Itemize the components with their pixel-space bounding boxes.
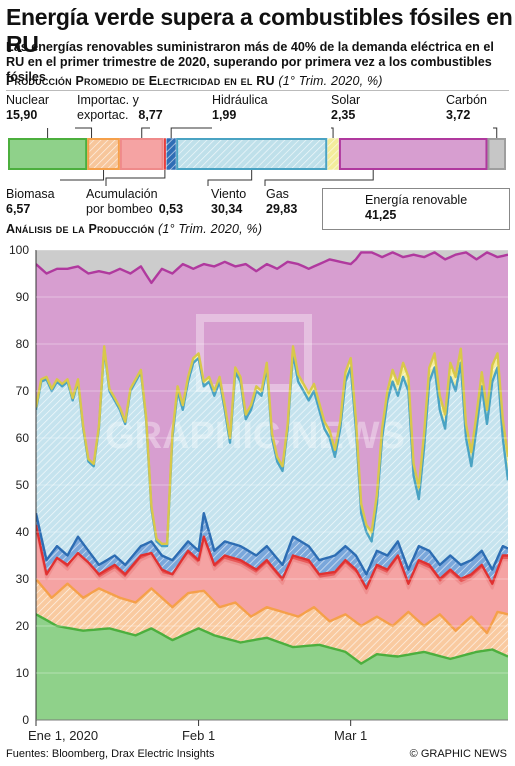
footer-source: Fuentes: Bloomberg, Drax Electric Insigh… (6, 748, 215, 760)
line-gas (36, 251, 508, 285)
label-acumulacion-name2: por bombeo (86, 202, 153, 216)
label-gas: Gas 29,83 (266, 187, 297, 217)
label-nuclear: Nuclear 15,90 (6, 93, 49, 123)
section-heading-analysis: Análisis de la Producción (1° Trim. 2020… (6, 222, 262, 236)
label-hidraulica: Hidráulica 1,99 (212, 93, 268, 123)
watermark-logo (196, 314, 312, 392)
label-acumulacion: Acumulación por bombeo 0,53 (86, 187, 183, 217)
page-title: Energía verde supera a combustibles fósi… (6, 4, 513, 57)
label-hidraulica-value: 1,99 (212, 108, 237, 122)
label-importac-name2: exportac. (77, 108, 129, 122)
leader-gas (264, 170, 374, 186)
footer-credit: © GRAPHIC NEWS (409, 748, 507, 760)
chart-axes: 0 10 20 30 40 50 60 70 80 90 100 Ene 1, 2020 Feb 1 Ma… (9, 243, 508, 743)
label-acumulacion-name1: Acumulación (86, 187, 158, 201)
line-solar (36, 345, 508, 545)
mix-leader-lines (47, 127, 498, 186)
label-biomasa-value: 6,57 (6, 202, 31, 216)
label-solar: Solar 2,35 (331, 93, 360, 123)
leader-importac (141, 127, 150, 138)
y-tick-label-50: 50 (16, 478, 30, 492)
label-carbon: Carbón 3,72 (446, 93, 487, 123)
leader-solar (331, 127, 334, 138)
mix-hatch-viento (176, 138, 328, 170)
label-gas-name: Gas (266, 187, 289, 201)
mix-hatch-hidraulica (166, 138, 177, 170)
label-biomasa-name: Biomasa (6, 187, 55, 201)
mix-segment-importac-y-exportac (119, 137, 164, 171)
leader-biomasa-top (75, 127, 93, 138)
mix-border-carbon (487, 138, 506, 170)
section-heading-analysis-text: Análisis de la Producción (6, 222, 155, 236)
area-nuclear (36, 614, 508, 720)
leader-viento (207, 170, 253, 186)
mix-segment-carbon (487, 137, 507, 171)
label-hidraulica-name: Hidráulica (212, 93, 268, 107)
y-tick-label-0: 0 (22, 713, 29, 727)
x-tick-label-61: Mar 1 (334, 728, 367, 743)
renewable-legend-value: 41,25 (365, 208, 397, 222)
y-tick-label-60: 60 (16, 431, 30, 445)
line-biomasa (36, 578, 508, 635)
y-tick-label-70: 70 (16, 384, 30, 398)
leader-carbon (493, 127, 498, 138)
mix-border-gas (338, 138, 488, 170)
label-solar-name: Solar (331, 93, 361, 107)
y-tick-label-20: 20 (16, 619, 30, 633)
line-importac-y-exportac (36, 527, 508, 595)
label-importac-name1: Importac. y (77, 93, 139, 107)
label-biomasa: Biomasa 6,57 (6, 187, 55, 217)
section-heading-mix-text: Producción Promedio de Electricidad en e… (6, 74, 275, 88)
y-tick-label-40: 40 (16, 525, 30, 539)
hatch-biomasa (36, 579, 508, 664)
leader-hidraulica (170, 127, 212, 138)
label-importac-value: 8,77 (138, 108, 163, 122)
renewable-legend-name: Energía renovable (365, 193, 468, 207)
mix-hatch-solar (327, 138, 339, 170)
x-tick-label-32: Feb 1 (182, 728, 215, 743)
label-gas-value: 29,83 (266, 202, 298, 216)
mix-border-viento (176, 138, 328, 170)
watermark-text: GRAPHIC NEWS (105, 415, 405, 457)
renewable-legend-text: Energía renovable 41,25 (365, 193, 467, 223)
label-carbon-name: Carbón (446, 93, 487, 107)
page-subtitle: Las energías renovables suministraron má… (6, 40, 494, 84)
y-tick-label-100: 100 (9, 243, 29, 257)
section-rule (6, 90, 509, 91)
label-solar-value: 2,35 (331, 108, 356, 122)
line-nuclear (36, 613, 508, 665)
renewable-legend: Energía renovable 41,25 (322, 188, 510, 230)
label-nuclear-name: Nuclear (6, 93, 50, 107)
renewable-hatch-swatch (329, 196, 357, 222)
mix-segment-nuclear (7, 137, 88, 171)
line-hidraulica (36, 512, 508, 576)
mix-border-nuclear (8, 138, 88, 170)
mix-hatch-biomasa (87, 138, 120, 170)
y-tick-label-10: 10 (16, 666, 30, 680)
label-carbon-value: 3,72 (446, 108, 471, 122)
mix-segment-gas (338, 137, 488, 171)
section-heading-analysis-note: (1° Trim. 2020, %) (157, 222, 263, 236)
section-heading-mix: Producción Promedio de Electricidad en e… (6, 74, 383, 88)
label-viento: Viento 30,34 (211, 187, 246, 217)
hatch-viento (36, 348, 508, 575)
leader-biomasa (60, 170, 105, 181)
line-acumulacion-por-bombeo (36, 524, 508, 590)
leader-acumulacion (105, 170, 166, 186)
mix-border-biomasa (87, 138, 120, 170)
x-tick-label-1: Ene 1, 2020 (28, 728, 98, 743)
label-nuclear-value: 15,90 (6, 108, 38, 122)
label-importac: Importac. y exportac. 8,77 (77, 93, 163, 123)
label-acumulacion-value: 0,53 (158, 202, 184, 216)
label-viento-value: 30,34 (211, 202, 243, 216)
y-tick-label-90: 90 (16, 290, 30, 304)
mix-bar (7, 137, 507, 171)
y-tick-label-80: 80 (16, 337, 30, 351)
section-heading-mix-note: (1° Trim. 2020, %) (278, 74, 383, 88)
mix-segment-acumulacion-por-bombeo (163, 137, 167, 171)
mix-border-importac-y-exportac (119, 138, 164, 170)
y-tick-label-30: 30 (16, 572, 30, 586)
label-viento-name: Viento (211, 187, 247, 201)
